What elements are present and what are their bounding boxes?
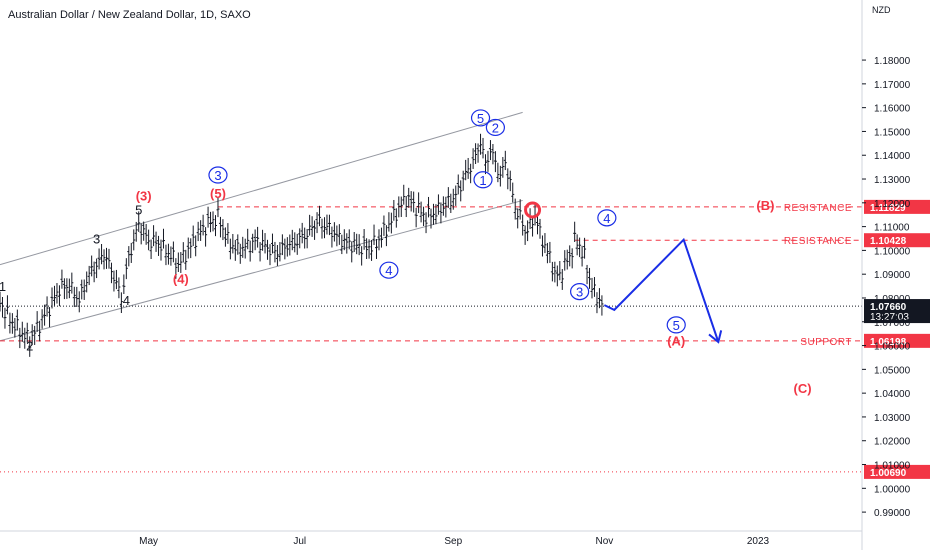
time-axis[interactable]: May Jul Sep Nov 2023 bbox=[0, 530, 862, 547]
current-price-value: 1.07660 bbox=[870, 302, 907, 313]
chart-title: Australian Dollar / New Zealand Dollar, … bbox=[8, 9, 251, 21]
wave-label: 3 bbox=[93, 231, 100, 246]
channel-line-upper bbox=[0, 111, 523, 266]
wave-label: 1 bbox=[0, 279, 6, 294]
wave-circle bbox=[597, 209, 617, 227]
wave-label: (5) bbox=[210, 186, 226, 201]
wave-label: (B) bbox=[756, 198, 774, 213]
wave-label: 4 bbox=[603, 211, 610, 226]
y-tick-label: 1.01000 bbox=[874, 461, 911, 472]
wave-label: 5 bbox=[477, 111, 484, 126]
wave-label: 5 bbox=[673, 318, 680, 333]
wave-label: 3 bbox=[214, 168, 221, 183]
wave-label: 2 bbox=[26, 338, 33, 353]
wave-circle bbox=[379, 261, 399, 279]
wave-circle bbox=[473, 171, 493, 189]
wave-label: (A) bbox=[667, 334, 685, 349]
wave-label: 2 bbox=[492, 120, 499, 135]
y-tick-label: 1.02000 bbox=[874, 437, 911, 448]
price-tag bbox=[864, 333, 930, 348]
wave-circle bbox=[208, 166, 228, 184]
x-tick-label: Nov bbox=[595, 536, 613, 547]
wave-label: 3 bbox=[576, 285, 583, 300]
wave-circle bbox=[470, 109, 491, 127]
wave-circle bbox=[570, 283, 590, 301]
y-tick-label: 1.15000 bbox=[874, 127, 911, 138]
y-tick-label: 1.11000 bbox=[874, 223, 910, 234]
wave-label: 5 bbox=[135, 203, 142, 218]
projection-arrowhead bbox=[708, 330, 723, 344]
y-tick-label: 1.16000 bbox=[874, 104, 911, 115]
breakout-marker bbox=[524, 201, 542, 219]
wave-label: 4 bbox=[123, 293, 130, 308]
price-lines: RESISTANCE 1.11829 RESISTANCE 1.10428 SUPPOR… bbox=[0, 199, 930, 479]
current-price-countdown: 13:27:03 bbox=[870, 312, 909, 323]
price-tag bbox=[864, 233, 930, 248]
x-tick-label: Jul bbox=[293, 536, 306, 547]
wave-label: (C) bbox=[794, 381, 812, 396]
price-line-label: SUPPORT bbox=[800, 337, 852, 348]
wave-label: 4 bbox=[385, 263, 392, 278]
y-tick-label: 1.04000 bbox=[874, 389, 911, 400]
y-tick-label: 1.13000 bbox=[874, 175, 911, 186]
y-tick-label: 1.09000 bbox=[874, 270, 911, 281]
y-tick-label: 1.05000 bbox=[874, 365, 911, 376]
current-price-tag bbox=[864, 299, 930, 324]
x-tick-label: 2023 bbox=[747, 536, 770, 547]
price-tag-label: 1.00690 bbox=[870, 468, 907, 479]
wave-circle bbox=[666, 316, 686, 334]
x-tick-label: Sep bbox=[444, 536, 462, 547]
y-tick-label: 1.18000 bbox=[874, 56, 911, 67]
price-tag-label: 1.06198 bbox=[870, 337, 907, 348]
y-tick-label: 0.99000 bbox=[874, 508, 911, 519]
wave-circle bbox=[485, 118, 506, 137]
price-line-label: RESISTANCE bbox=[784, 203, 852, 214]
price-series bbox=[0, 133, 604, 357]
projection-line bbox=[603, 237, 720, 343]
price-tag bbox=[864, 199, 930, 214]
y-tick-label: 1.12000 bbox=[874, 199, 911, 210]
price-line-label: RESISTANCE bbox=[784, 236, 852, 247]
x-tick-label: May bbox=[139, 536, 158, 547]
projection-path bbox=[524, 201, 723, 344]
price-axis[interactable]: 0.99000 1.00000 1.01000 1.02000 1.03000 1.040… bbox=[861, 0, 911, 550]
price-tag-label: 1.11829 bbox=[870, 203, 906, 214]
y-tick-label: 1.03000 bbox=[874, 413, 911, 424]
wave-label: 1 bbox=[479, 173, 486, 188]
price-tag-label: 1.10428 bbox=[870, 236, 907, 247]
axis-unit-label: NZD bbox=[872, 5, 891, 15]
channel-line-lower bbox=[0, 199, 523, 342]
y-tick-label: 1.14000 bbox=[874, 151, 911, 162]
y-tick-label: 1.08000 bbox=[874, 294, 911, 305]
wave-label: (3) bbox=[136, 188, 152, 203]
y-tick-label: 1.00000 bbox=[874, 484, 911, 495]
y-tick-label: 1.17000 bbox=[874, 80, 911, 91]
price-tag bbox=[864, 464, 930, 479]
y-tick-label: 1.06000 bbox=[874, 342, 911, 353]
y-tick-label: 1.10000 bbox=[874, 246, 911, 257]
y-tick-label: 1.07000 bbox=[874, 318, 911, 329]
wave-label: (4) bbox=[173, 272, 189, 287]
